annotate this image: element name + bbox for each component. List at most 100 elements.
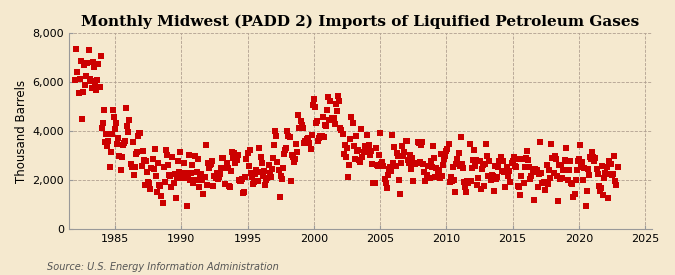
Point — [389, 144, 400, 149]
Point — [303, 135, 314, 140]
Point — [388, 161, 399, 165]
Point — [256, 161, 267, 165]
Point — [107, 132, 117, 136]
Point — [398, 153, 408, 158]
Point — [416, 143, 427, 147]
Point — [95, 53, 106, 58]
Point — [556, 163, 566, 167]
Point — [449, 177, 460, 182]
Point — [534, 172, 545, 177]
Point — [104, 165, 115, 170]
Point — [452, 157, 463, 162]
Point — [270, 129, 281, 133]
Point — [325, 98, 336, 103]
Point — [194, 176, 205, 180]
Point — [359, 144, 370, 148]
Point — [208, 184, 219, 188]
Point — [348, 144, 359, 148]
Point — [518, 181, 529, 185]
Point — [225, 168, 236, 173]
Point — [199, 174, 210, 179]
Point — [362, 133, 373, 137]
Point — [215, 172, 225, 176]
Point — [439, 157, 450, 161]
Point — [377, 160, 387, 165]
Point — [420, 178, 431, 183]
Point — [217, 156, 227, 160]
Point — [367, 162, 378, 166]
Point — [495, 155, 506, 160]
Point — [243, 164, 254, 169]
Point — [404, 160, 414, 165]
Point — [392, 154, 403, 158]
Point — [192, 169, 202, 174]
Point — [431, 166, 442, 170]
Point — [505, 180, 516, 185]
Point — [576, 164, 587, 169]
Point — [397, 144, 408, 148]
Point — [262, 176, 273, 180]
Point — [537, 181, 548, 185]
Point — [512, 157, 522, 161]
Point — [231, 158, 242, 163]
Point — [140, 182, 151, 187]
Point — [558, 168, 569, 172]
Point — [480, 161, 491, 166]
Point — [385, 169, 396, 173]
Point — [246, 175, 257, 179]
Point — [564, 168, 574, 172]
Point — [72, 70, 83, 74]
Point — [196, 172, 207, 176]
Point — [279, 148, 290, 152]
Point — [483, 173, 493, 178]
Point — [422, 164, 433, 168]
Point — [425, 159, 436, 163]
Point — [131, 152, 142, 156]
Point — [446, 175, 456, 179]
Point — [510, 163, 520, 168]
Y-axis label: Thousand Barrels: Thousand Barrels — [15, 79, 28, 183]
Point — [533, 185, 543, 189]
Point — [601, 165, 612, 169]
Point — [248, 182, 259, 186]
Point — [450, 190, 460, 194]
Point — [207, 159, 217, 163]
Point — [385, 164, 396, 169]
Point — [401, 139, 412, 143]
Point — [569, 192, 580, 196]
Point — [440, 154, 451, 159]
Point — [350, 134, 361, 138]
Point — [189, 154, 200, 158]
Point — [253, 146, 264, 150]
Point — [402, 158, 413, 162]
Point — [338, 132, 348, 137]
Point — [591, 167, 602, 172]
Point — [592, 172, 603, 176]
Point — [470, 164, 481, 168]
Text: Source: U.S. Energy Information Administration: Source: U.S. Energy Information Administ… — [47, 262, 279, 272]
Point — [443, 142, 454, 147]
Point — [250, 172, 261, 176]
Point — [156, 194, 167, 198]
Point — [574, 157, 585, 162]
Point — [177, 176, 188, 180]
Point — [284, 135, 295, 140]
Point — [416, 139, 427, 144]
Point — [122, 123, 132, 128]
Point — [376, 162, 387, 166]
Point — [610, 179, 621, 183]
Point — [399, 150, 410, 155]
Point — [97, 125, 107, 130]
Point — [263, 163, 274, 167]
Point — [230, 161, 241, 166]
Point — [604, 172, 615, 177]
Point — [85, 79, 96, 83]
Point — [477, 163, 488, 167]
Point — [308, 97, 319, 101]
Point — [432, 170, 443, 174]
Point — [171, 176, 182, 180]
Point — [92, 78, 103, 82]
Point — [430, 175, 441, 179]
Point — [169, 171, 180, 176]
Point — [283, 134, 294, 139]
